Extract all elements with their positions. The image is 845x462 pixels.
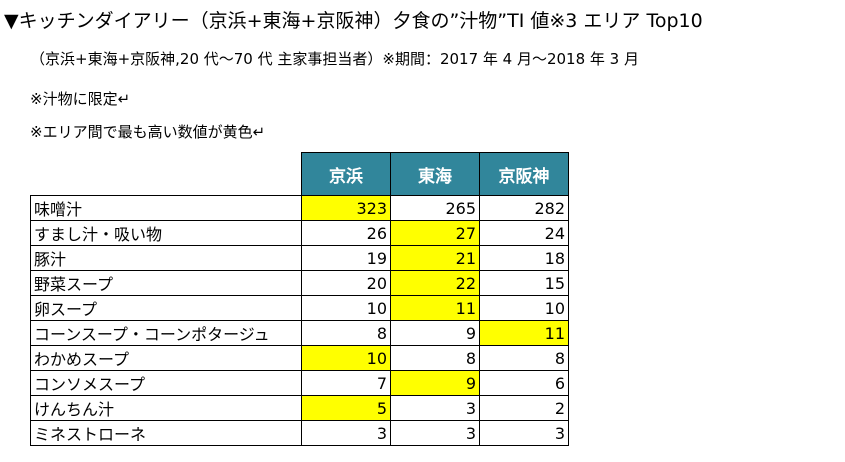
value-cell: 10: [301, 295, 391, 321]
value-cell: 9: [390, 370, 480, 396]
value-cell: 20: [301, 270, 391, 296]
column-header: 京浜: [301, 152, 391, 196]
header-row: 京浜 東海 京阪神: [30, 152, 569, 196]
row-label: コンソメスープ: [30, 370, 302, 396]
value-cell: 26: [301, 220, 391, 246]
column-header: 京阪神: [479, 152, 569, 196]
value-cell: 15: [479, 270, 569, 296]
table-row: けんちん汁 5 3 2: [30, 395, 569, 421]
row-label: けんちん汁: [30, 395, 302, 421]
value-cell: 18: [479, 245, 569, 271]
value-cell: 323: [301, 195, 391, 221]
table-row: コーンスープ・コーンポタージュ 8 9 11: [30, 320, 569, 346]
corner-cell: [30, 152, 302, 196]
value-cell: 11: [479, 320, 569, 346]
table-row: 野菜スープ 20 22 15: [30, 270, 569, 296]
table-row: 味噌汁 323 265 282: [30, 195, 569, 221]
column-header: 東海: [390, 152, 480, 196]
value-cell: 21: [390, 245, 480, 271]
value-cell: 11: [390, 295, 480, 321]
value-cell: 8: [301, 320, 391, 346]
table: 京浜 東海 京阪神 味噌汁 323 265 282 すまし汁・吸い物 26 27 24 豚汁 19 21 1…: [30, 152, 569, 446]
row-label: 味噌汁: [30, 195, 302, 221]
row-label: 豚汁: [30, 245, 302, 271]
table-row: コンソメスープ 7 9 6: [30, 370, 569, 396]
value-cell: 10: [479, 295, 569, 321]
value-cell: 8: [479, 345, 569, 371]
table-row: わかめスープ 10 8 8: [30, 345, 569, 371]
value-cell: 265: [390, 195, 480, 221]
value-cell: 24: [479, 220, 569, 246]
note: ※エリア間で最も高い数値が黄色↵: [30, 123, 266, 141]
table-row: ミネストローネ 3 3 3: [30, 420, 569, 446]
value-cell: 8: [390, 345, 480, 371]
title: ▼キッチンダイアリー（京浜+東海+京阪神）夕食の”汁物”TI 値※3 エリア T…: [4, 10, 703, 32]
value-cell: 9: [390, 320, 480, 346]
value-cell: 6: [479, 370, 569, 396]
row-label: 野菜スープ: [30, 270, 302, 296]
row-label: すまし汁・吸い物: [30, 220, 302, 246]
value-cell: 22: [390, 270, 480, 296]
value-cell: 10: [301, 345, 391, 371]
value-cell: 3: [390, 395, 480, 421]
row-label: 卵スープ: [30, 295, 302, 321]
value-cell: 3: [301, 420, 391, 446]
table-row: 豚汁 19 21 18: [30, 245, 569, 271]
row-label: ミネストローネ: [30, 420, 302, 446]
row-label: わかめスープ: [30, 345, 302, 371]
value-cell: 2: [479, 395, 569, 421]
subtitle: （京浜+東海+京阪神,20 代～70 代 主家事担当者）※期間：2017 年 4…: [30, 50, 639, 68]
value-cell: 19: [301, 245, 391, 271]
value-cell: 5: [301, 395, 391, 421]
table-row: すまし汁・吸い物 26 27 24: [30, 220, 569, 246]
value-cell: 3: [479, 420, 569, 446]
value-cell: 7: [301, 370, 391, 396]
table-row: 卵スープ 10 11 10: [30, 295, 569, 321]
note: ※汁物に限定↵: [30, 90, 131, 108]
value-cell: 282: [479, 195, 569, 221]
value-cell: 3: [390, 420, 480, 446]
row-label: コーンスープ・コーンポタージュ: [30, 320, 302, 346]
value-cell: 27: [390, 220, 480, 246]
